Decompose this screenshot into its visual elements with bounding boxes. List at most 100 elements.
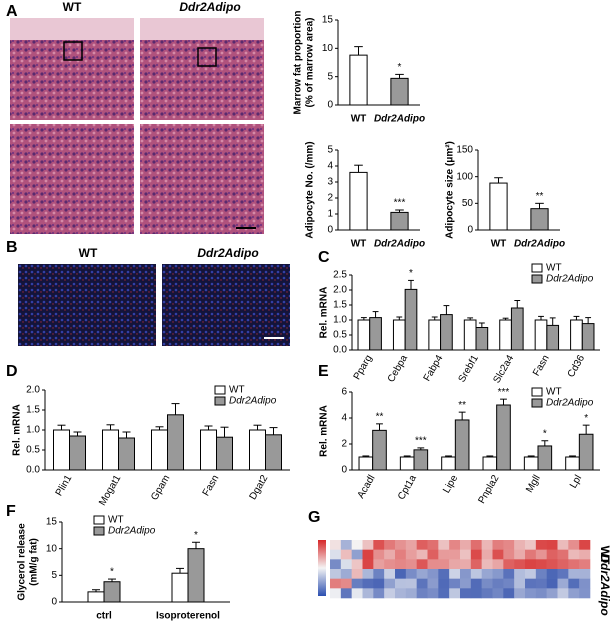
significance: * [584,413,588,424]
heatmap-cell [395,559,407,570]
heatmap-cell [546,588,558,599]
x-tick-label: Fabp4 [422,353,446,383]
y-tick-label: 2.5 [333,270,347,281]
legend-label: Ddr2Adipo [229,396,277,407]
heatmap-cell [514,559,526,570]
panel-letter: D [6,363,18,380]
y-tick-label: 0.0 [333,345,347,356]
x-tick-label: Gpam [149,473,172,502]
bar [87,591,105,603]
heatmap-cell [362,588,374,599]
y-tick-label: 0 [327,225,333,236]
heatmap-cell [373,540,385,550]
heatmap-cell [362,559,374,570]
heatmap-cell [395,578,407,589]
heatmap-cell [449,540,461,550]
heatmap-cell [405,578,417,589]
bar [578,433,594,471]
bar [392,319,406,351]
heatmap-cell [481,549,493,560]
image-label: Ddr2Adipo [598,554,612,615]
y-tick-label: 0.5 [26,445,40,456]
y-axis-label: Marrow fat proportion [293,11,304,115]
x-tick-label: Ddr2Adipo [374,114,425,125]
heatmap-cell [405,549,417,560]
legend-swatch [531,387,543,397]
heatmap-cell [514,569,526,579]
heatmap-cell [330,569,342,579]
significance: * [194,530,198,541]
bar [499,319,512,351]
heatmap-cell [438,578,450,589]
heatmap-cell [535,569,547,579]
bar [570,319,583,351]
legend-swatch [214,385,226,395]
y-tick-label: 0 [51,597,57,608]
heatmap-cell [492,578,504,589]
heatmap-cell [427,588,439,599]
heatmap-cell [503,549,515,560]
heatmap-cell [470,588,482,599]
heatmap-cell [449,578,461,589]
x-tick-label: Mgll [524,473,543,494]
bar [454,419,470,471]
x-tick-label: Ddr2Adipo [514,239,565,250]
panel-letter: C [318,249,330,266]
bar [510,307,524,351]
panel-letter: G [308,509,320,526]
heatmap-cell [579,588,591,599]
y-tick-label: 4 [327,161,333,172]
heatmap-cell [438,559,450,570]
bar [357,319,371,351]
bar [413,449,429,471]
y-tick-label: 0.5 [333,330,347,341]
y-tick-label: 0.0 [26,465,40,476]
bar [489,182,508,231]
heatmap-cell [438,540,450,550]
bar [463,319,477,351]
bar [167,414,184,471]
x-tick-label: Isoproterenol [156,611,220,622]
heatmap-cell [416,588,428,599]
heatmap-cell [330,549,342,560]
heatmap-cell [373,588,385,599]
heatmap-cell [503,578,515,589]
heatmap-cell [351,578,363,589]
bar [440,314,453,351]
bar [53,429,70,471]
heatmap-cell [330,588,342,599]
heatmap-cell [579,540,591,550]
heatmap-cell [427,549,439,560]
heatmap-cell [405,569,417,579]
x-tick-label: Srebf1 [457,353,481,384]
y-tick-label: 0 [341,465,347,476]
y-tick-label: 2.0 [333,285,347,296]
y-tick-label: 0 [327,100,333,111]
y-tick-label: 2 [327,193,333,204]
legend-label: Ddr2Adipo [108,526,156,537]
heatmap-cell [340,540,352,550]
heatmap-cell [416,559,428,570]
heatmap-cell [492,559,504,570]
heatmap-cell [351,588,363,599]
x-tick-label: Cebpa [386,353,410,384]
heatmap-cell [579,569,591,579]
legend-label: Ddr2Adipo [546,274,594,285]
heatmap-cell [395,588,407,599]
heatmap-cell [438,549,450,560]
y-tick-label: 100 [456,171,473,182]
significance: ** [536,191,544,202]
significance: *** [394,198,406,209]
heatmap-cell [503,540,515,550]
heatmap-cell [351,569,363,579]
heatmap-cell [330,559,342,570]
bar [372,429,387,471]
heatmap-cell [427,569,439,579]
heatmap-cell [525,559,537,570]
heatmap-cell [503,588,515,599]
heatmap-cell [373,569,385,579]
legend-label: WT [108,515,124,526]
y-tick-label: 15 [46,517,58,528]
heatmap-cell [416,578,428,589]
